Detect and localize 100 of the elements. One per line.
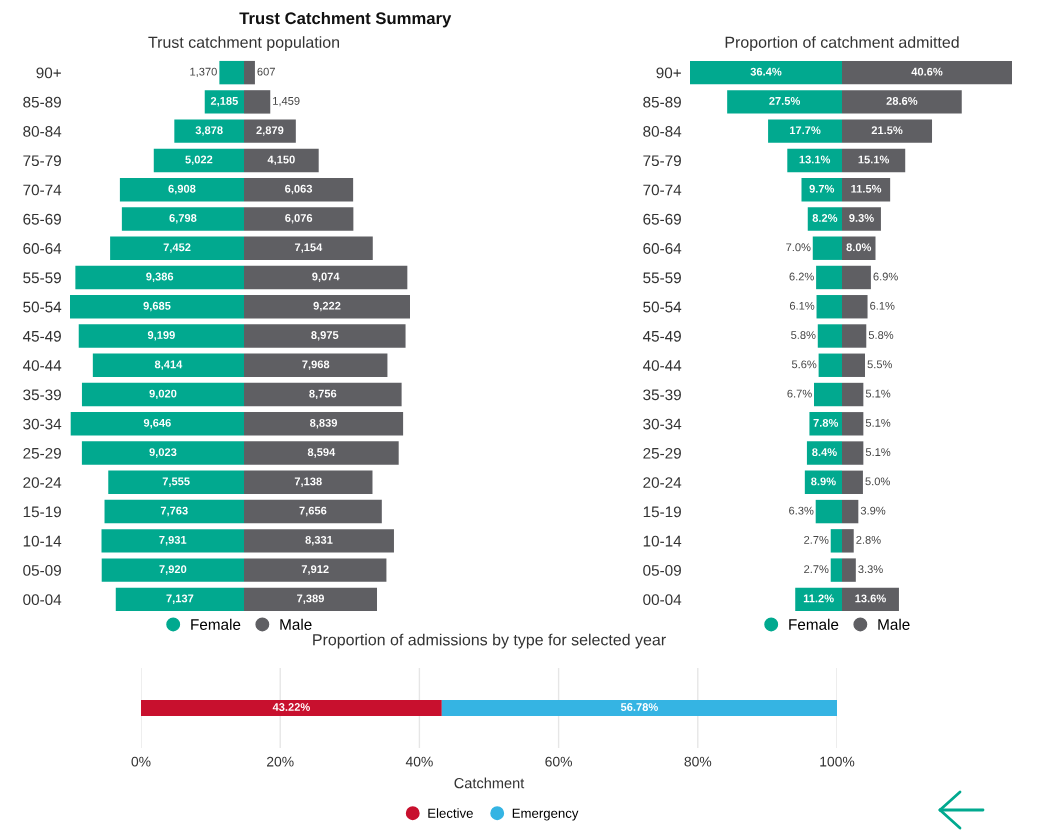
data-label: 9.3% xyxy=(849,214,874,222)
legend-label: Emergency xyxy=(512,808,579,821)
data-label: 8.0% xyxy=(846,243,872,252)
y-tick-label: 45-49 xyxy=(22,330,61,342)
y-tick-label: 20-24 xyxy=(23,477,62,488)
data-label: 56.78% xyxy=(620,703,658,711)
data-label: 7,968 xyxy=(302,360,330,370)
data-label: 7,912 xyxy=(301,565,329,575)
data-label: 5.1% xyxy=(865,418,891,427)
data-label: 7.0% xyxy=(786,243,811,252)
data-label: 8,414 xyxy=(154,360,183,370)
data-label: 5.6% xyxy=(791,360,817,369)
data-label: 21.5% xyxy=(871,126,903,135)
y-tick-label: 15-19 xyxy=(643,506,681,518)
data-label: 2.8% xyxy=(856,535,881,544)
y-tick-label: 80-84 xyxy=(643,126,682,137)
data-label: 7,138 xyxy=(294,477,322,487)
data-label: 6,798 xyxy=(169,214,197,224)
x-tick-label: 40% xyxy=(405,756,433,767)
data-label: 8.4% xyxy=(812,448,837,457)
data-label: 9,074 xyxy=(312,272,340,283)
data-label: 13.6% xyxy=(855,594,886,603)
data-label: 9,646 xyxy=(143,418,171,429)
data-label: 27.5% xyxy=(769,97,801,105)
y-tick-label: 60-64 xyxy=(23,243,62,254)
y-tick-label: 30-34 xyxy=(643,418,682,430)
data-label: 5.1% xyxy=(865,389,891,398)
y-tick-label: 65-69 xyxy=(643,213,681,225)
chart-subtitle: Proportion of catchment admitted xyxy=(725,36,959,52)
data-label: 9.7% xyxy=(809,184,835,193)
data-label: 36.4% xyxy=(750,67,782,76)
y-tick-label: 35-39 xyxy=(643,389,681,401)
data-label: 9,222 xyxy=(313,301,341,312)
data-label: 5.0% xyxy=(865,477,890,486)
y-tick-label: 25-29 xyxy=(643,447,681,459)
y-tick-label: 55-59 xyxy=(23,272,61,284)
legend-label: Elective xyxy=(428,808,473,818)
x-tick-label: 20% xyxy=(267,756,294,767)
y-tick-label: 70-74 xyxy=(643,184,682,196)
data-label: 17.7% xyxy=(789,126,821,135)
data-label: 7,154 xyxy=(294,243,323,253)
data-label: 6,063 xyxy=(285,184,313,195)
data-label: 7.8% xyxy=(813,418,839,427)
data-label: 7,656 xyxy=(299,506,327,517)
data-label: 607 xyxy=(257,67,275,76)
data-label: 8,331 xyxy=(305,535,333,546)
y-tick-label: 55-59 xyxy=(643,272,681,284)
data-label: 7,452 xyxy=(163,243,191,253)
data-label: 6.1% xyxy=(789,301,815,310)
y-tick-label: 90+ xyxy=(656,67,681,79)
legend-label: Female xyxy=(789,618,839,630)
data-label: 5,022 xyxy=(185,155,213,166)
x-axis-title: Catchment xyxy=(454,777,525,789)
data-label: 3.3% xyxy=(858,565,883,574)
y-tick-label: 90+ xyxy=(36,67,61,79)
data-label: 2,185 xyxy=(210,97,238,107)
data-label: 8,839 xyxy=(310,418,338,429)
data-label: 1,370 xyxy=(190,67,217,77)
data-label: 2.7% xyxy=(804,565,829,574)
data-label: 9,199 xyxy=(147,331,175,341)
y-tick-label: 30-34 xyxy=(23,418,62,430)
legend-label: Male xyxy=(280,618,312,630)
data-label: 11.2% xyxy=(803,594,834,603)
data-label: 15.1% xyxy=(858,155,890,164)
data-label: 3,878 xyxy=(195,126,223,136)
y-tick-label: 40-44 xyxy=(22,360,62,371)
y-tick-label: 20-24 xyxy=(643,477,682,488)
data-label: 6,076 xyxy=(285,214,313,224)
y-tick-label: 50-54 xyxy=(23,301,62,313)
data-label: 2.7% xyxy=(804,535,829,544)
data-label: 40.6% xyxy=(911,67,943,76)
data-label: 8.9% xyxy=(811,477,836,486)
data-label: 9,685 xyxy=(143,301,171,312)
y-tick-label: 65-69 xyxy=(23,213,61,225)
chart-subtitle: Trust catchment population xyxy=(148,36,339,52)
data-label: 7,920 xyxy=(159,565,187,575)
data-label: 7,931 xyxy=(159,535,187,546)
y-tick-label: 10-14 xyxy=(23,535,62,547)
y-tick-label: 45-49 xyxy=(642,330,681,342)
data-label: 6.9% xyxy=(873,272,898,281)
data-label: 9,023 xyxy=(149,448,177,458)
data-label: 28.6% xyxy=(886,97,918,105)
data-label: 7,763 xyxy=(160,506,188,517)
data-label: 6,908 xyxy=(168,184,196,195)
data-label: 6.3% xyxy=(789,506,814,515)
y-tick-label: 10-14 xyxy=(643,535,682,547)
x-tick-label: 80% xyxy=(684,756,712,767)
data-label: 13.1% xyxy=(799,155,831,164)
data-label: 5.5% xyxy=(867,360,892,369)
data-label: 8,756 xyxy=(309,389,337,400)
data-label: 8.2% xyxy=(812,214,838,222)
data-label: 8,594 xyxy=(307,448,336,458)
data-label: 5.8% xyxy=(791,331,816,339)
data-label: 6.7% xyxy=(787,389,812,398)
y-tick-label: 75-79 xyxy=(643,155,681,167)
data-label: 7,137 xyxy=(166,594,194,604)
y-tick-label: 35-39 xyxy=(23,389,61,401)
y-tick-label: 80-84 xyxy=(23,126,62,137)
data-label: 2,879 xyxy=(256,126,284,136)
y-tick-label: 60-64 xyxy=(643,243,682,254)
